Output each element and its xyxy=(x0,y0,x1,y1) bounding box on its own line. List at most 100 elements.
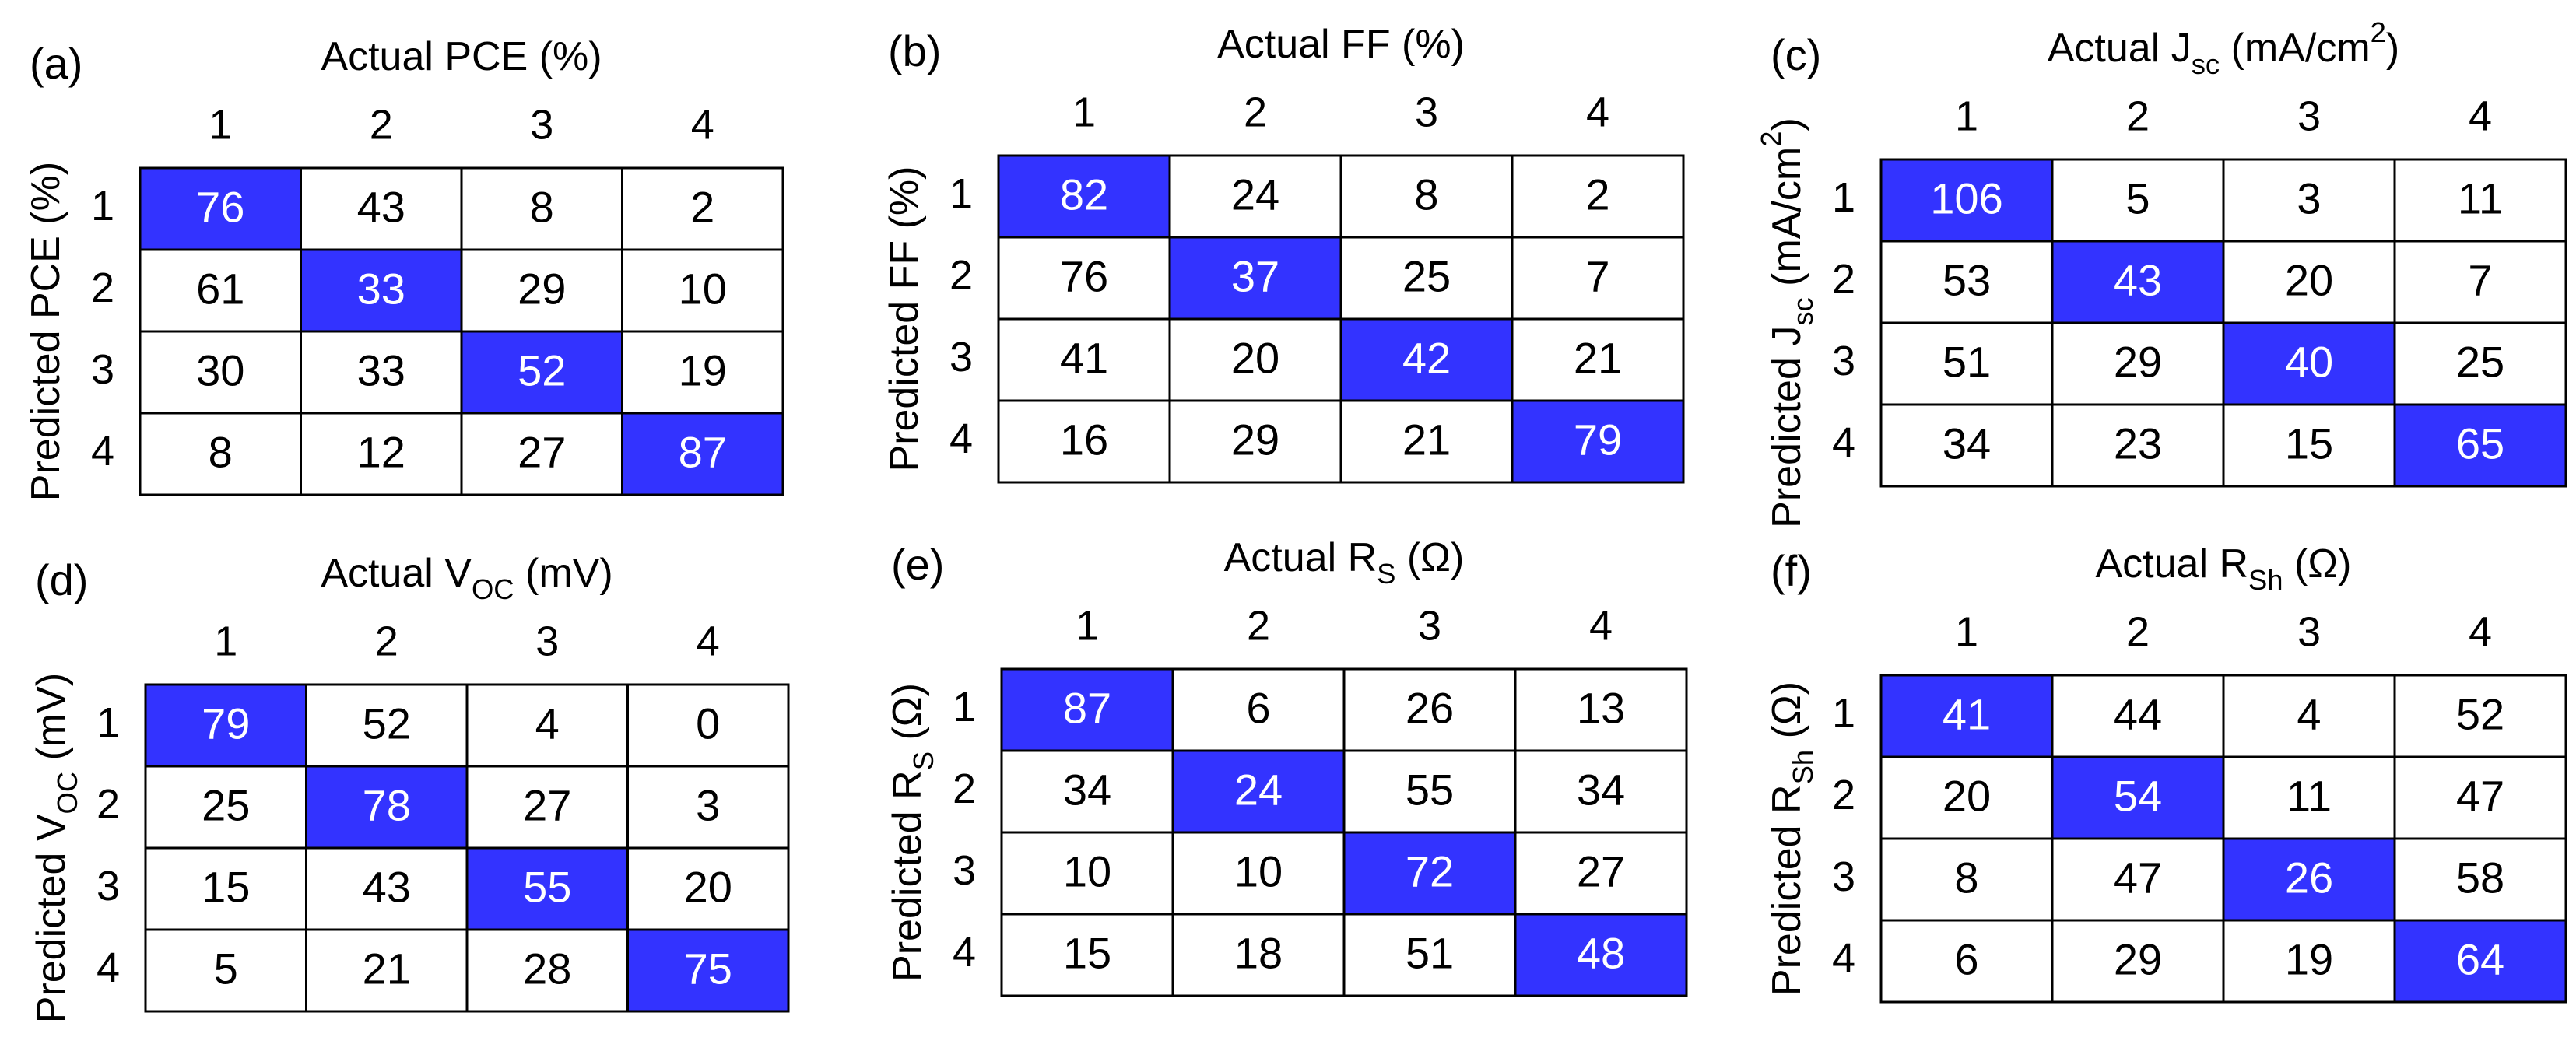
label-part: Actual FF (%) xyxy=(1217,22,1465,67)
label-part: Predicted R xyxy=(1764,784,1809,996)
column-label: 2 xyxy=(1244,89,1267,135)
label-part: Actual R xyxy=(1224,535,1377,580)
cell-value: 65 xyxy=(2456,419,2504,468)
cell-value: 25 xyxy=(202,780,250,829)
column-label: 2 xyxy=(1247,602,1270,649)
column-label: 1 xyxy=(1955,608,1978,655)
label-part: OC xyxy=(472,573,514,605)
cell-value: 8 xyxy=(1954,853,1978,902)
panel-label: (a) xyxy=(30,39,82,88)
cell-value: 20 xyxy=(684,862,732,911)
cell xyxy=(1171,667,1346,752)
cell-value: 20 xyxy=(2285,255,2333,304)
label-part: 2 xyxy=(2371,16,2386,48)
cell-value: 8 xyxy=(209,427,233,476)
label-part: Predicted FF (%) xyxy=(882,166,927,472)
cell xyxy=(139,412,302,496)
y-axis-title: Predicted VOC (mV) xyxy=(29,673,83,1024)
cell-value: 29 xyxy=(518,264,566,313)
cell xyxy=(1171,831,1346,916)
y-axis-title: Predicted RSh (Ω) xyxy=(1764,681,1819,996)
cell-value: 76 xyxy=(196,182,244,231)
cell xyxy=(2393,321,2567,406)
column-label: 3 xyxy=(1418,602,1441,649)
cell xyxy=(1511,236,1685,321)
cell-value: 19 xyxy=(679,345,727,394)
row-label: 1 xyxy=(1832,690,1855,737)
cell-value: 24 xyxy=(1234,765,1283,814)
cell xyxy=(2393,158,2567,243)
panel-label: (b) xyxy=(888,26,941,75)
y-axis-title: Predicted Jsc (mA/cm2) xyxy=(1755,117,1819,528)
cell-value: 72 xyxy=(1406,846,1454,895)
cell-value: 21 xyxy=(1402,415,1451,464)
row-label: 3 xyxy=(953,847,976,894)
panel-label: (c) xyxy=(1771,30,1821,79)
row-label: 1 xyxy=(91,183,114,229)
cell xyxy=(2222,674,2396,758)
cell-value: 26 xyxy=(2285,853,2333,902)
column-label: 1 xyxy=(1955,93,1978,139)
label-part: Predicted J xyxy=(1764,326,1809,528)
label-part: (Ω) xyxy=(885,683,930,751)
cell-value: 21 xyxy=(363,944,411,993)
y-axis-title: Predicted FF (%) xyxy=(882,166,927,472)
cell-value: 28 xyxy=(523,944,571,993)
cell xyxy=(1342,831,1517,916)
row-label: 2 xyxy=(91,265,114,311)
cell-value: 55 xyxy=(523,862,571,911)
column-label: 3 xyxy=(530,101,553,148)
cell-value: 51 xyxy=(1406,928,1454,977)
cell-value: 34 xyxy=(1063,765,1111,814)
cell-value: 2 xyxy=(1585,170,1609,219)
cell-value: 76 xyxy=(1060,251,1108,300)
label-part: Predicted V xyxy=(29,814,74,1023)
cell xyxy=(997,154,1171,239)
cell xyxy=(1879,837,2054,922)
cell xyxy=(305,683,469,768)
cell xyxy=(621,166,784,251)
panel-label: (d) xyxy=(35,555,88,604)
cell-value: 34 xyxy=(1943,419,1991,468)
cell-value: 78 xyxy=(363,780,411,829)
cell-value: 12 xyxy=(357,427,405,476)
cell-value: 34 xyxy=(1577,765,1625,814)
cell xyxy=(1342,667,1517,752)
label-part: S xyxy=(907,751,939,770)
cell-value: 26 xyxy=(1406,683,1454,732)
column-label: 3 xyxy=(2297,608,2321,655)
cell xyxy=(1514,667,1688,752)
cell-value: 20 xyxy=(1231,333,1279,382)
row-label: 3 xyxy=(91,346,114,393)
cell-value: 51 xyxy=(1943,337,1991,386)
cell xyxy=(1514,749,1688,834)
cell xyxy=(2222,755,2396,840)
label-part: OC xyxy=(51,772,83,815)
label-part: Sh xyxy=(1787,750,1819,785)
cell-value: 24 xyxy=(1231,170,1279,219)
cell xyxy=(465,765,629,850)
column-label: 2 xyxy=(2126,608,2150,655)
cell xyxy=(1511,154,1685,239)
row-label: 2 xyxy=(953,765,976,812)
cell xyxy=(1000,749,1174,834)
cell xyxy=(1168,236,1342,321)
cell-value: 47 xyxy=(2456,771,2504,820)
row-label: 2 xyxy=(949,252,973,299)
label-part: (Ω) xyxy=(1764,681,1809,750)
column-label: 4 xyxy=(697,618,720,664)
cell xyxy=(2222,403,2396,488)
cell-value: 40 xyxy=(2285,337,2333,386)
cell-value: 7 xyxy=(2468,255,2492,304)
cell xyxy=(1339,236,1514,321)
column-label: 2 xyxy=(375,618,398,664)
cell-value: 15 xyxy=(1063,928,1111,977)
cell-value: 79 xyxy=(202,699,250,748)
cell-value: 43 xyxy=(363,862,411,911)
cell-value: 87 xyxy=(679,427,727,476)
cell-value: 52 xyxy=(2456,689,2504,738)
cell xyxy=(1879,403,2054,488)
cell-value: 43 xyxy=(357,182,405,231)
label-part: Actual J xyxy=(2048,26,2192,71)
